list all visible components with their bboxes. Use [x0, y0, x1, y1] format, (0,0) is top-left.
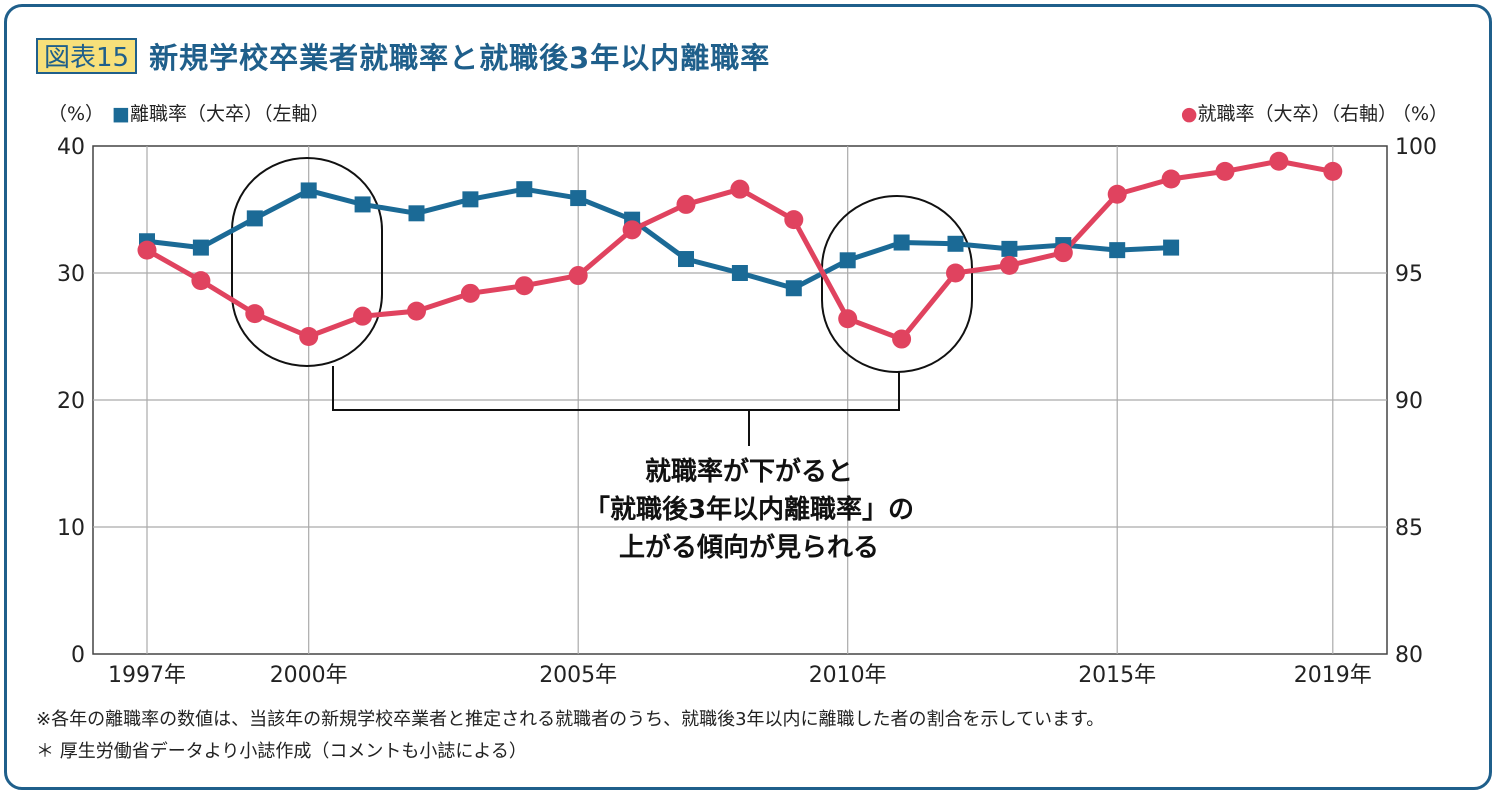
data-point-employment: [1323, 161, 1343, 181]
y-left-tick-label: 0: [71, 643, 85, 668]
callout-ellipses: [231, 157, 973, 446]
x-tick-label: 2015年: [1078, 663, 1156, 688]
data-point-turnover: [785, 280, 802, 297]
data-point-employment: [353, 306, 373, 326]
data-point-employment: [568, 266, 588, 286]
y-left-tick-label: 20: [57, 389, 85, 414]
data-point-employment: [838, 309, 858, 329]
data-point-turnover: [1163, 239, 1180, 256]
footnote-2: ＊ 厚生労働省データより小誌作成（コメントも小誌による）: [36, 741, 527, 762]
annotation-line: 「就職後3年以内離職率」の: [584, 494, 914, 525]
data-point-employment: [191, 271, 211, 291]
data-point-employment: [514, 276, 534, 296]
data-point-turnover: [947, 235, 964, 252]
x-tick-label: 2010年: [809, 663, 887, 688]
data-point-turnover: [839, 252, 856, 269]
y-right-tick-label: 85: [1395, 516, 1423, 541]
legend-circle-icon: ●: [1181, 103, 1198, 125]
data-point-employment: [407, 301, 426, 321]
legend-turnover: ■離職率（大卒）（左軸）: [112, 103, 329, 125]
data-point-turnover: [731, 265, 748, 281]
chart-title: 新規学校卒業者就職率と就職後3年以内離職率: [149, 41, 771, 75]
data-point-turnover: [408, 205, 425, 222]
legend-square-icon: ■: [112, 103, 130, 125]
series-line-turnover: [146, 186, 1172, 291]
legend-employment: ●就職率（大卒）（右軸）: [1181, 103, 1397, 125]
legend: ■離職率（大卒）（左軸） ●就職率（大卒）（右軸）: [112, 103, 1397, 125]
data-point-turnover: [246, 210, 263, 227]
x-tick-label: 2019年: [1294, 663, 1372, 688]
data-point-turnover: [678, 251, 694, 268]
y-right-tick-label: 95: [1395, 262, 1423, 287]
y-left-tick-label: 10: [57, 516, 85, 541]
data-point-employment: [622, 220, 642, 240]
data-point-employment: [1269, 151, 1289, 171]
callout-bracket: [332, 366, 900, 446]
footnotes: ※各年の離職率の数値は、当該年の新規学校卒業者と推定される就職者のうち、就職後3…: [36, 704, 1104, 768]
data-point-employment: [1215, 161, 1235, 181]
y-right-tick-label: 90: [1395, 389, 1423, 414]
chart-frame: [4, 4, 1492, 790]
annotation-line: 就職率が下がると: [645, 456, 853, 487]
data-point-employment: [1107, 184, 1127, 204]
data-point-employment: [784, 210, 804, 230]
data-point-turnover: [354, 196, 371, 213]
axis-labels: 0 10 20 30 40 80 85 90 95 100 1997年 2000年 2005年 2010年…: [48, 103, 1448, 688]
y-right-tick-label: 80: [1395, 643, 1423, 668]
grid-lines: [92, 145, 1388, 655]
data-point-turnover: [1109, 242, 1126, 259]
data-point-employment: [245, 304, 265, 324]
figure-badge: 図表15: [36, 38, 138, 74]
data-point-employment: [730, 179, 750, 199]
data-point-employment: [676, 194, 696, 214]
x-tick-label: 2000年: [270, 663, 348, 688]
x-tick-label: 2005年: [539, 663, 617, 688]
data-point-employment: [1053, 243, 1073, 263]
data-point-turnover: [1001, 240, 1018, 257]
data-point-employment: [1161, 169, 1181, 189]
y-left-unit: （%）: [48, 103, 104, 125]
data-point-turnover: [192, 239, 209, 256]
chart-header: 図表15 新規学校卒業者就職率と就職後3年以内離職率: [36, 36, 770, 76]
data-point-employment: [460, 283, 480, 303]
callout-ellipse-2000: [231, 157, 383, 367]
callout-ellipse-2011: [821, 195, 973, 373]
data-point-employment: [299, 327, 319, 346]
data-point-employment: [137, 240, 157, 260]
data-point-employment: [892, 329, 912, 349]
data-point-turnover: [462, 191, 479, 208]
data-point-turnover: [516, 181, 533, 198]
y-right-tick-label: 100: [1395, 135, 1437, 160]
data-point-turnover: [300, 182, 317, 199]
footnote-1: ※各年の離職率の数値は、当該年の新規学校卒業者と推定される就職者のうち、就職後3…: [36, 709, 1105, 730]
series-markers: [137, 151, 1343, 349]
y-right-unit: （%）: [1392, 103, 1448, 125]
y-left-tick-label: 30: [57, 262, 85, 287]
annotation-line: 上がる傾向が見られる: [619, 532, 879, 563]
data-point-turnover: [893, 234, 910, 251]
data-point-employment: [946, 263, 965, 283]
data-point-turnover: [570, 190, 587, 207]
y-left-tick-label: 40: [57, 135, 85, 160]
data-point-employment: [999, 255, 1019, 275]
x-tick-label: 1997年: [108, 663, 186, 688]
